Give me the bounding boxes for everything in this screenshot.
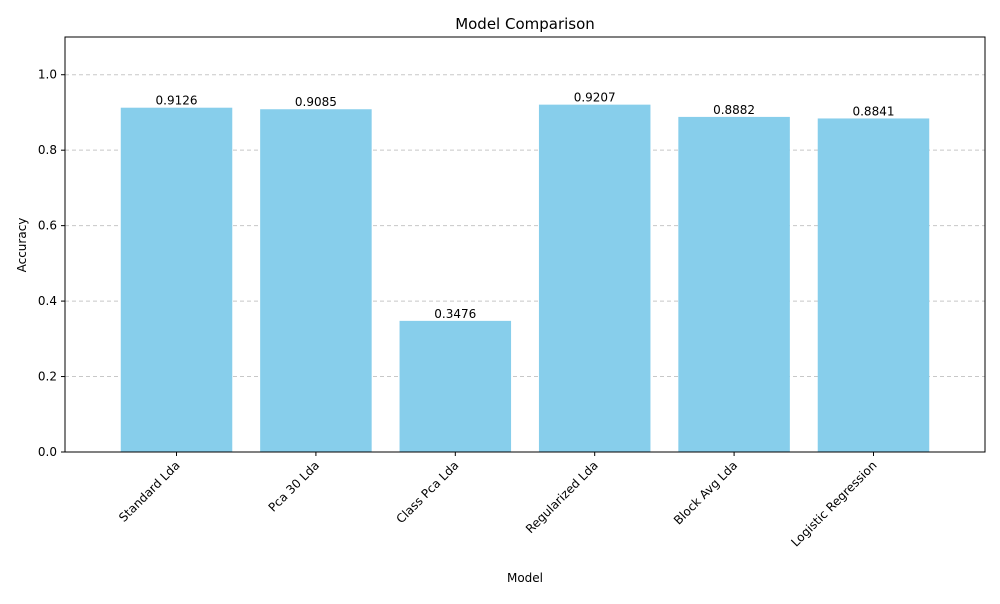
x-axis-ticks: Standard Lda Pca 30 Lda Class Pca Lda Regul… [116, 452, 880, 550]
x-axis-label: Model [507, 571, 543, 585]
bar-value-label: 0.8841 [852, 104, 894, 118]
y-axis-label: Accuracy [15, 218, 29, 273]
bar-value-label: 0.9207 [574, 91, 616, 105]
bar [260, 109, 372, 452]
bars [120, 104, 930, 453]
y-tick-label: 0.2 [38, 370, 57, 384]
y-tick-label: 0.0 [38, 445, 57, 459]
x-tick-label: Logistic Regression [788, 458, 879, 549]
bar-value-label: 0.9126 [156, 94, 198, 108]
chart-title: Model Comparison [455, 15, 595, 33]
x-tick-label: Standard Lda [116, 458, 183, 525]
bar [399, 320, 512, 452]
y-tick-label: 1.0 [38, 68, 57, 82]
x-tick-label: Regularized Lda [523, 458, 601, 536]
bar-value-label: 0.9085 [295, 95, 337, 109]
bar [538, 104, 651, 453]
y-axis-ticks: 0.0 0.2 0.4 0.6 0.8 1.0 [38, 68, 65, 459]
bar-value-label: 0.8882 [713, 103, 755, 117]
y-tick-label: 0.4 [38, 294, 57, 308]
bar-value-label: 0.3476 [434, 307, 476, 321]
bar [120, 107, 233, 452]
x-tick-label: Pca 30 Lda [266, 458, 322, 514]
x-tick-label: Block Avg Lda [671, 458, 740, 527]
value-labels: 0.9126 0.9085 0.3476 0.9207 0.8882 0.8841 [156, 91, 895, 321]
bar [678, 116, 790, 452]
y-tick-label: 0.8 [38, 143, 57, 157]
y-tick-label: 0.6 [38, 219, 57, 233]
x-tick-label: Class Pca Lda [394, 458, 462, 526]
plot-frame [64, 36, 986, 453]
bar [817, 118, 930, 452]
